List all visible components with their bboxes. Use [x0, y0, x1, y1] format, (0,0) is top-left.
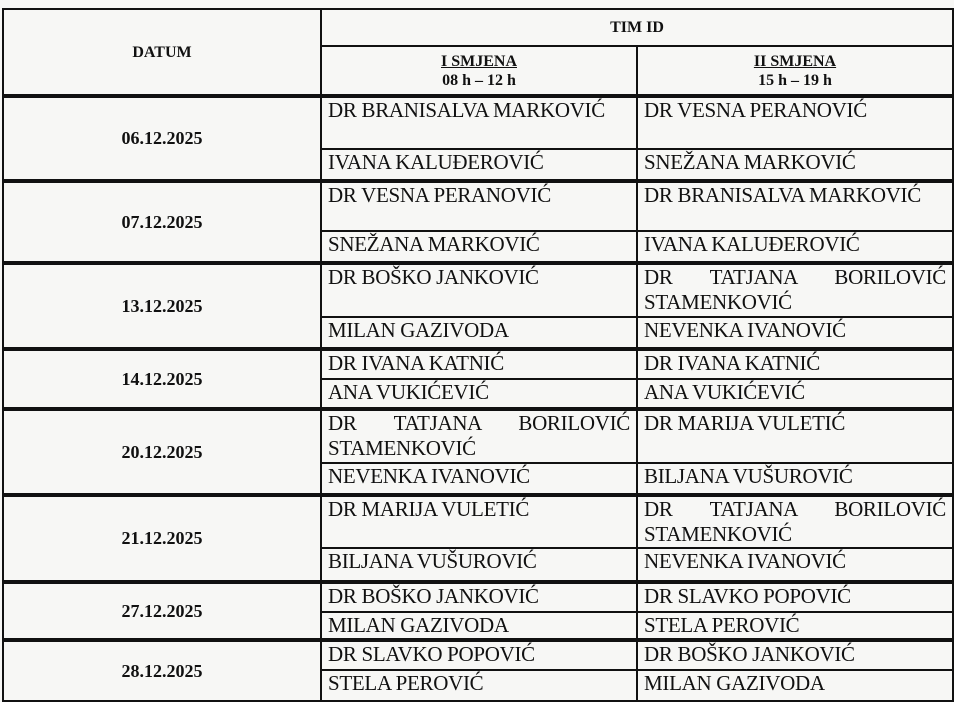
date-cell: 20.12.2025: [2, 407, 322, 496]
shift2-staff-cell: DR IVANA KATNIĆ: [636, 347, 954, 380]
table-row: ANA VUKIĆEVIĆ ANA VUKIĆEVIĆ: [3, 378, 954, 410]
date-cell: 27.12.2025: [2, 580, 322, 641]
date-cell: 21.12.2025: [2, 493, 322, 583]
shift1-staff-cell: DR SLAVKO POPOVIĆ: [320, 638, 638, 671]
shift2-staff-cell: ANA VUKIĆEVIĆ: [636, 378, 954, 410]
shift2-staff-cell: MILAN GAZIVODA: [636, 669, 954, 702]
date-cell: 13.12.2025: [2, 261, 322, 350]
shift1-staff-cell: BILJANA VUŠUROVIĆ: [320, 547, 638, 583]
table-row: IVANA KALUĐEROVIĆ SNEŽANA MARKOVIĆ: [3, 148, 954, 182]
shift1-staff-cell: DR BOŠKO JANKOVIĆ: [320, 261, 638, 318]
table-row-group: 06.12.2025 DR BRANISALVA MARKOVIĆ DR VESNA…: [2, 94, 954, 182]
table-row: BILJANA VUŠUROVIĆ NEVENKA IVANOVIĆ: [3, 547, 954, 583]
shift2-staff-cell: DR BRANISALVA MARKOVIĆ: [636, 179, 954, 232]
shift2-staff-cell: SNEŽANA MARKOVIĆ: [636, 148, 954, 182]
table-row-group: 21.12.2025 DR MARIJA VULETIĆ DR TATJANA BO…: [2, 493, 954, 583]
shift1-staff-cell: MILAN GAZIVODA: [320, 316, 638, 350]
shift2-staff-cell: DR TATJANA BORILOVIĆ STAMENKOVIĆ: [636, 261, 954, 318]
shift1-staff-cell: SNEŽANA MARKOVIĆ: [320, 230, 638, 264]
table-row-group: 13.12.2025 DR BOŠKO JANKOVIĆ DR TATJANA BO…: [2, 261, 954, 350]
table-row: MILAN GAZIVODA STELA PEROVIĆ: [3, 611, 954, 641]
date-cell: 28.12.2025: [2, 638, 322, 702]
shift1-staff-cell: DR BRANISALVA MARKOVIĆ: [320, 94, 638, 150]
table-row-group: 28.12.2025 DR SLAVKO POPOVIĆ DR BOŠKO JANK…: [2, 638, 954, 702]
shift1-name: I SMJENA: [440, 52, 517, 70]
shift2-staff-cell: NEVENKA IVANOVIĆ: [636, 316, 954, 350]
datum-header: DATUM: [2, 8, 322, 97]
shift1-staff-cell: STELA PEROVIĆ: [320, 669, 638, 702]
date-cell: 14.12.2025: [2, 347, 322, 410]
shift2-staff-cell: DR TATJANA BORILOVIĆ STAMENKOVIĆ: [636, 493, 954, 549]
table-row: STELA PEROVIĆ MILAN GAZIVODA: [3, 669, 954, 702]
shift2-name: II SMJENA: [753, 52, 837, 70]
shift1-staff-cell: MILAN GAZIVODA: [320, 611, 638, 641]
shift2-staff-cell: DR VESNA PERANOVIĆ: [636, 94, 954, 150]
shift1-staff-cell: DR TATJANA BORILOVIĆ STAMENKOVIĆ: [320, 407, 638, 464]
shift1-staff-cell: IVANA KALUĐEROVIĆ: [320, 148, 638, 182]
shift1-staff-cell: ANA VUKIĆEVIĆ: [320, 378, 638, 410]
shift1-staff-cell: DR VESNA PERANOVIĆ: [320, 179, 638, 232]
table-row: SNEŽANA MARKOVIĆ IVANA KALUĐEROVIĆ: [3, 230, 954, 264]
shift1-staff-cell: DR IVANA KATNIĆ: [320, 347, 638, 380]
shift1-hours: 08 h – 12 h: [442, 71, 516, 89]
table-row: NEVENKA IVANOVIĆ BILJANA VUŠUROVIĆ: [3, 462, 954, 496]
table-row-group: 07.12.2025 DR VESNA PERANOVIĆ DR BRANISALV…: [2, 179, 954, 264]
table-row-group: 27.12.2025 DR BOŠKO JANKOVIĆ DR SLAVKO POP…: [2, 580, 954, 641]
date-cell: 06.12.2025: [2, 94, 322, 182]
table-row: MILAN GAZIVODA NEVENKA IVANOVIĆ: [3, 316, 954, 350]
shift2-staff-cell: STELA PEROVIĆ: [636, 611, 954, 641]
shift2-staff-cell: BILJANA VUŠUROVIĆ: [636, 462, 954, 496]
shift2-staff-cell: DR MARIJA VULETIĆ: [636, 407, 954, 464]
shift1-staff-cell: DR MARIJA VULETIĆ: [320, 493, 638, 549]
shift1-header: I SMJENA 08 h – 12 h: [320, 45, 638, 97]
schedule-table: DATUM TIM ID I SMJENA 08 h – 12 h II SMJ…: [2, 8, 954, 702]
shift2-staff-cell: DR BOŠKO JANKOVIĆ: [636, 638, 954, 671]
table-row-group: 14.12.2025 DR IVANA KATNIĆ DR IVANA KATNIĆ: [2, 347, 954, 410]
shift1-staff-cell: NEVENKA IVANOVIĆ: [320, 462, 638, 496]
shift1-staff-cell: DR BOŠKO JANKOVIĆ: [320, 580, 638, 613]
shift2-staff-cell: NEVENKA IVANOVIĆ: [636, 547, 954, 583]
tim-id-header: TIM ID: [320, 8, 954, 47]
shift2-hours: 15 h – 19 h: [758, 71, 832, 89]
date-cell: 07.12.2025: [2, 179, 322, 264]
table-row-group: 20.12.2025 DR TATJANA BORILOVIĆ STAMENKOV…: [2, 407, 954, 496]
shift2-header: II SMJENA 15 h – 19 h: [636, 45, 954, 97]
shift2-staff-cell: DR SLAVKO POPOVIĆ: [636, 580, 954, 613]
schedule-body: 06.12.2025 DR BRANISALVA MARKOVIĆ DR VESNA…: [2, 94, 954, 702]
shift2-staff-cell: IVANA KALUĐEROVIĆ: [636, 230, 954, 264]
